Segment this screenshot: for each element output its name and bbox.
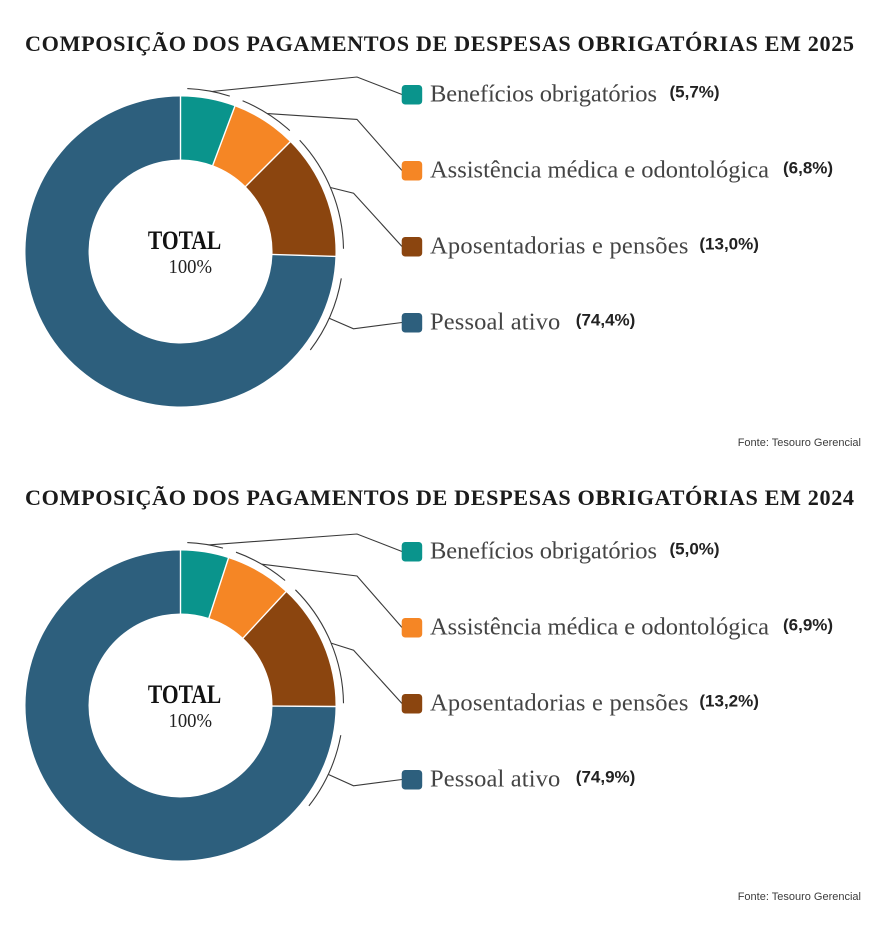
svg-text:(13,2%): (13,2%) bbox=[699, 692, 759, 711]
svg-text:COMPOSIÇÃO DOS PAGAMENTOS DE D: COMPOSIÇÃO DOS PAGAMENTOS DE DESPESAS OB… bbox=[25, 484, 854, 510]
svg-text:(13,0%): (13,0%) bbox=[699, 235, 759, 254]
svg-text:TOTAL: TOTAL bbox=[148, 679, 221, 709]
svg-text:Pessoal ativo: Pessoal ativo bbox=[430, 309, 560, 336]
svg-text:Fonte: Tesouro Gerencial: Fonte: Tesouro Gerencial bbox=[738, 437, 861, 449]
svg-text:100%: 100% bbox=[169, 256, 213, 278]
svg-text:(6,8%): (6,8%) bbox=[783, 159, 833, 178]
svg-text:100%: 100% bbox=[169, 710, 213, 732]
svg-text:(5,7%): (5,7%) bbox=[670, 83, 720, 102]
svg-text:Fonte: Tesouro Gerencial: Fonte: Tesouro Gerencial bbox=[738, 891, 861, 903]
svg-text:(5,0%): (5,0%) bbox=[670, 540, 720, 559]
svg-text:Benefícios obrigatórios: Benefícios obrigatórios bbox=[430, 81, 657, 108]
svg-text:COMPOSIÇÃO DOS PAGAMENTOS DE D: COMPOSIÇÃO DOS PAGAMENTOS DE DESPESAS OB… bbox=[25, 30, 854, 56]
svg-text:Pessoal ativo: Pessoal ativo bbox=[430, 766, 560, 793]
svg-text:(6,9%): (6,9%) bbox=[783, 616, 833, 635]
svg-text:(74,9%): (74,9%) bbox=[576, 768, 636, 787]
svg-text:Aposentadorias e pensões: Aposentadorias e pensões bbox=[430, 233, 688, 260]
svg-text:Assistência médica e odontológ: Assistência médica e odontológica bbox=[430, 157, 769, 184]
svg-text:Aposentadorias e pensões: Aposentadorias e pensões bbox=[430, 690, 688, 717]
svg-text:TOTAL: TOTAL bbox=[148, 225, 221, 255]
svg-text:(74,4%): (74,4%) bbox=[576, 311, 636, 330]
svg-text:Benefícios obrigatórios: Benefícios obrigatórios bbox=[430, 538, 657, 565]
svg-text:Assistência médica e odontológ: Assistência médica e odontológica bbox=[430, 614, 769, 641]
